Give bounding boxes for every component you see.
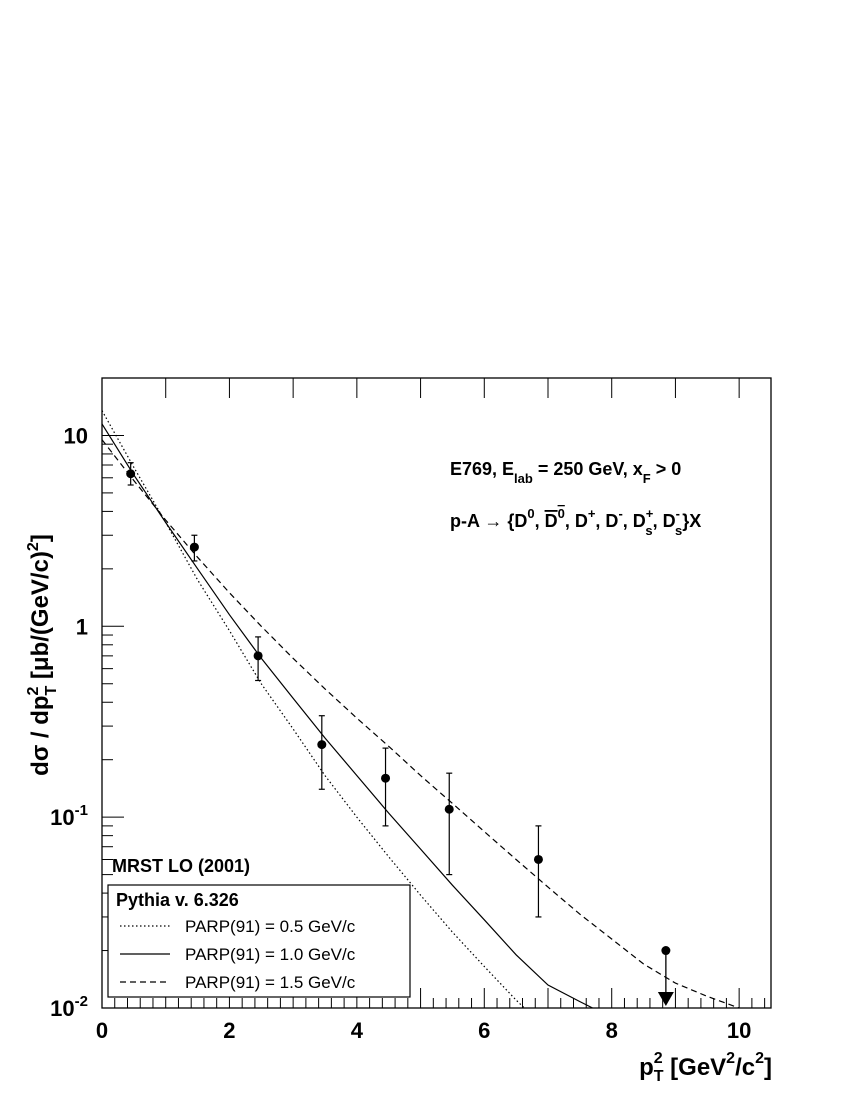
data-point bbox=[189, 542, 199, 552]
data-point bbox=[317, 740, 327, 750]
plot-area-border bbox=[101, 377, 772, 1009]
legend-entries: PARP(91) = 0.5 GeV/c PARP(91) = 1.0 GeV/c… bbox=[120, 917, 356, 992]
x-axis-title: p2 T [GeV2/c2] bbox=[639, 1050, 772, 1085]
upper-limit-arrow bbox=[657, 992, 674, 1006]
y-tick-label: 1 bbox=[76, 614, 88, 639]
data-points bbox=[126, 462, 674, 1006]
curve-solid bbox=[101, 423, 593, 1009]
y-tick-label: 10 bbox=[64, 423, 88, 448]
y-axis-title: dσ / dp2T [μb/(GeV/c)2] bbox=[25, 534, 60, 776]
reaction-annotation: p-A → {D0, D0, D+, D-, D+ s, D-s}X bbox=[450, 506, 701, 538]
x-tick-label: 8 bbox=[606, 1018, 618, 1043]
x-tick-label: 0 bbox=[96, 1018, 108, 1043]
curve-dotted bbox=[101, 410, 525, 1009]
data-point bbox=[126, 469, 136, 479]
curves bbox=[101, 410, 740, 1009]
curve-dashed bbox=[101, 439, 740, 1009]
data-point bbox=[381, 773, 391, 783]
dbar-char: D bbox=[545, 511, 558, 531]
legend-box bbox=[107, 884, 411, 998]
y-tick-label: 10-2 bbox=[50, 993, 88, 1021]
axis-ticks: 0 2 4 6 8 10 10-2 10-1 1 10 bbox=[50, 377, 766, 1043]
pdf-label: MRST LO (2001) bbox=[112, 856, 250, 876]
data-point bbox=[253, 651, 263, 661]
plot-frame bbox=[101, 377, 772, 1009]
x-tick-label: 10 bbox=[727, 1018, 751, 1043]
data-point bbox=[444, 804, 454, 814]
x-tick-label: 4 bbox=[351, 1018, 364, 1043]
legend-label: PARP(91) = 1.5 GeV/c bbox=[185, 973, 356, 992]
legend-label: PARP(91) = 1.0 GeV/c bbox=[185, 945, 356, 964]
x-tick-label: 2 bbox=[223, 1018, 235, 1043]
experiment-annotation: E769, Elab = 250 GeV, xF > 0 bbox=[450, 459, 681, 486]
legend-label: PARP(91) = 0.5 GeV/c bbox=[185, 917, 356, 936]
x-tick-label: 6 bbox=[478, 1018, 490, 1043]
y-tick-label: 10-1 bbox=[50, 802, 88, 830]
data-point bbox=[533, 854, 543, 864]
data-point bbox=[661, 946, 671, 956]
legend-header: Pythia v. 6.326 bbox=[116, 890, 239, 910]
